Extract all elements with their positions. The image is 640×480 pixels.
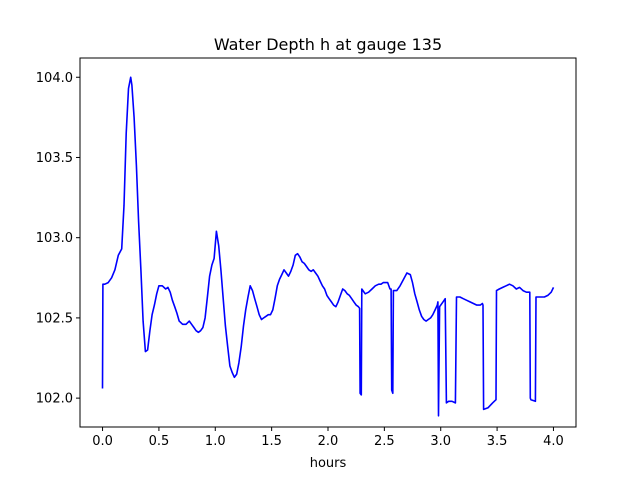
x-tick-label: 3.5	[487, 434, 508, 449]
y-tick-label: 103.5	[36, 151, 73, 166]
series-line	[101, 76, 555, 417]
x-tick-label: 1.5	[261, 434, 282, 449]
x-tick-label: 3.0	[430, 434, 451, 449]
x-tick-label: 2.0	[318, 434, 339, 449]
y-tick-label: 103.0	[36, 231, 73, 246]
x-tick-label: 0.5	[149, 434, 170, 449]
x-tick-label: 1.0	[205, 434, 226, 449]
x-tick-label: 0.0	[92, 434, 113, 449]
x-tick-label: 4.0	[543, 434, 564, 449]
x-tick-label: 2.5	[374, 434, 395, 449]
x-axis-label: hours	[310, 456, 347, 471]
y-tick-label: 102.5	[36, 311, 73, 326]
y-axis: 102.0 102.5 103.0 103.5 104.0	[36, 71, 80, 407]
x-axis: 0.0 0.5 1.0 1.5 2.0 2.5 3.0 3.5 4.0	[92, 427, 564, 449]
y-tick-label: 102.0	[36, 392, 73, 407]
chart-title: Water Depth h at gauge 135	[214, 35, 442, 54]
y-tick-label: 104.0	[36, 71, 73, 86]
